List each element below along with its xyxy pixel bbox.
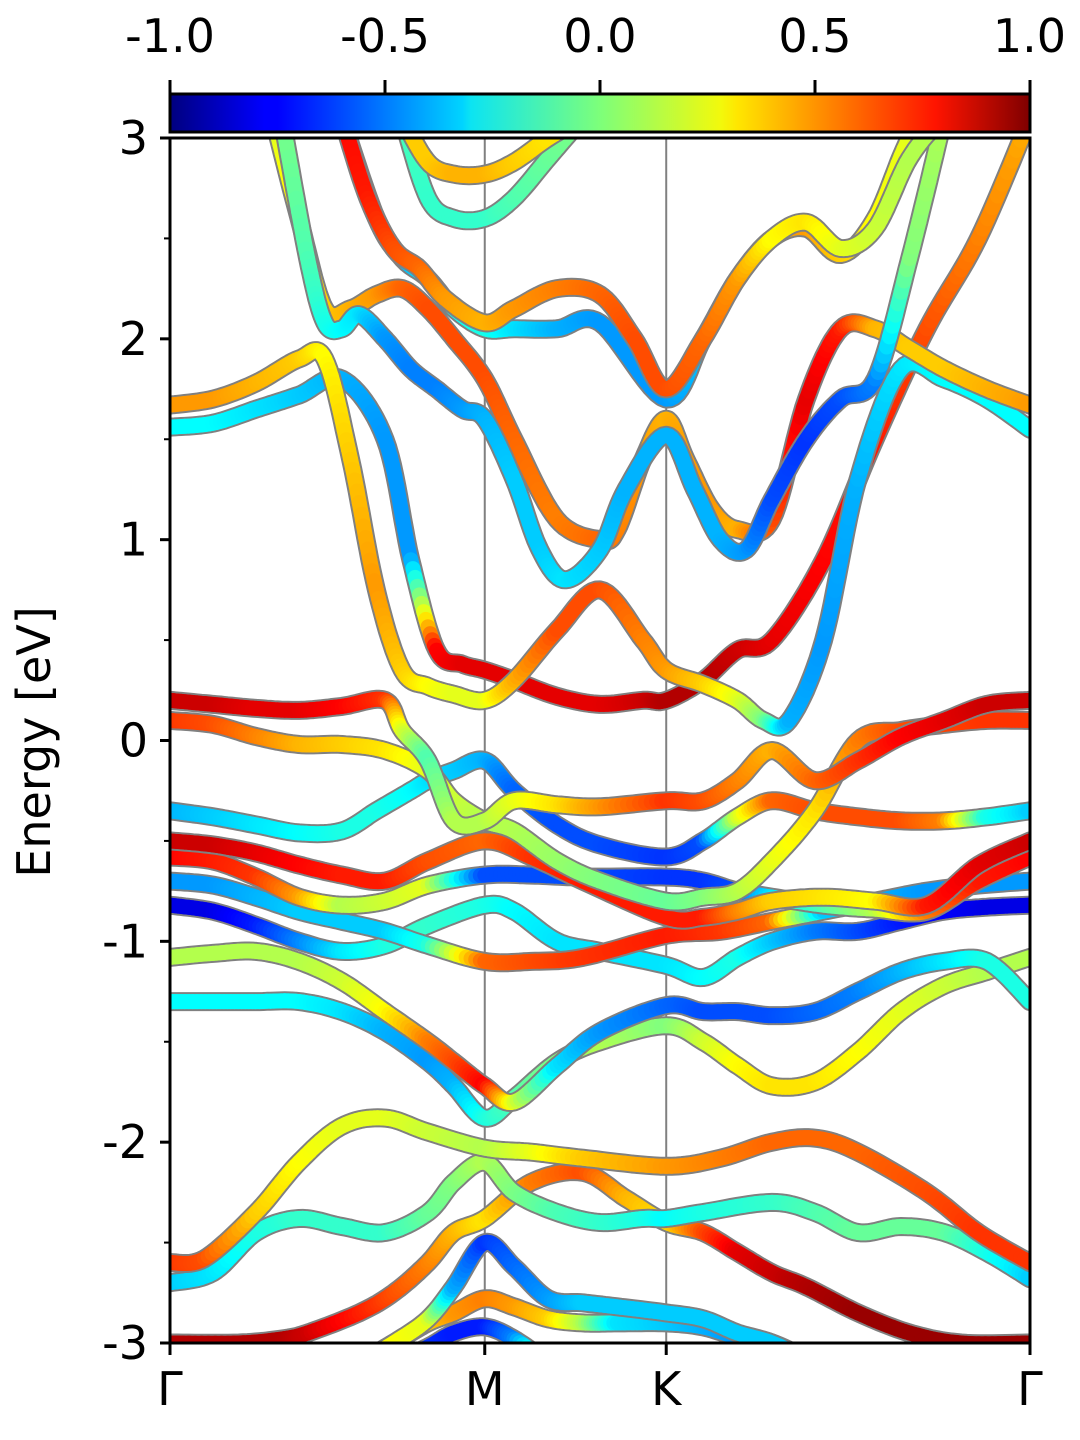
colorbar-tick-label: -1.0 bbox=[125, 9, 215, 63]
band-segment bbox=[796, 1354, 800, 1356]
band-segment bbox=[361, 1361, 363, 1362]
band-segment bbox=[810, 1361, 813, 1362]
band-segment bbox=[379, 1341, 389, 1343]
band-line bbox=[170, 831, 1030, 930]
band-segment bbox=[423, 1337, 441, 1343]
band-line bbox=[170, 1152, 1030, 1293]
band-segment bbox=[768, 1336, 787, 1343]
band-segment bbox=[421, 1338, 438, 1343]
band-segment bbox=[365, 1358, 368, 1360]
colorbar-gradient bbox=[168, 92, 1032, 134]
band-segment bbox=[363, 1360, 366, 1361]
band-segment bbox=[368, 1356, 371, 1358]
band-segment bbox=[359, 1362, 361, 1363]
band-segment bbox=[381, 1337, 398, 1343]
band-line bbox=[170, 341, 1030, 737]
band-segment bbox=[792, 1352, 796, 1354]
band-segment bbox=[368, 1356, 371, 1358]
band-segment bbox=[397, 1360, 400, 1361]
colorbar-ticks: -1.0 -0.5 0.0 0.5 1.0 bbox=[125, 9, 1066, 94]
band-segment bbox=[361, 1361, 363, 1362]
band-segment bbox=[813, 1362, 815, 1363]
band-segment bbox=[380, 1337, 398, 1343]
band-segment bbox=[416, 1351, 419, 1353]
band-segment bbox=[772, 1338, 789, 1343]
band-line bbox=[275, 138, 949, 590]
colorbar-tick-label: 0.5 bbox=[778, 9, 851, 63]
band-segment bbox=[804, 1357, 808, 1359]
band-segment bbox=[371, 1354, 374, 1356]
band-segment bbox=[544, 138, 561, 144]
band-segment bbox=[800, 1356, 804, 1358]
band-segment bbox=[796, 1353, 800, 1355]
band-segment bbox=[807, 1359, 810, 1361]
band-segment bbox=[371, 1355, 374, 1357]
band-line bbox=[359, 1232, 815, 1363]
colorbar-tick-label: 0.0 bbox=[563, 9, 636, 63]
band-segment bbox=[810, 1361, 813, 1362]
band-segment bbox=[800, 1355, 804, 1357]
colorbar-tick-label: 1.0 bbox=[993, 9, 1066, 63]
colorbar-tick-label: -0.5 bbox=[340, 9, 430, 63]
bands bbox=[170, 138, 1030, 1363]
band-segment bbox=[419, 1340, 431, 1343]
band-segment bbox=[365, 1358, 368, 1360]
band-segment bbox=[374, 1353, 377, 1355]
band-segment bbox=[379, 1339, 395, 1343]
band-segment bbox=[783, 1341, 792, 1343]
band-segment bbox=[379, 1339, 394, 1343]
band-line bbox=[170, 941, 1030, 1112]
band-segment bbox=[804, 1358, 808, 1360]
band-segment bbox=[413, 1353, 416, 1355]
band-segment bbox=[784, 1342, 791, 1343]
band-segment bbox=[419, 1339, 435, 1343]
band-segment bbox=[380, 1342, 382, 1343]
band-segment bbox=[419, 1342, 426, 1343]
band-segment bbox=[359, 1362, 361, 1363]
band-segment bbox=[777, 1340, 791, 1343]
band-segment bbox=[409, 1354, 412, 1356]
band-segment bbox=[406, 1356, 409, 1358]
band-segment bbox=[374, 1352, 377, 1354]
band-segment bbox=[792, 1351, 796, 1353]
band-segment bbox=[777, 1340, 792, 1343]
band-line bbox=[170, 1108, 1030, 1273]
band-segment bbox=[394, 1362, 396, 1363]
band-segment bbox=[807, 1359, 810, 1361]
band-segment bbox=[378, 1341, 390, 1343]
band-segment bbox=[772, 1338, 790, 1343]
band-segment bbox=[813, 1362, 815, 1363]
band-line bbox=[402, 138, 567, 186]
band-line bbox=[170, 689, 1030, 836]
band-segment bbox=[400, 1359, 403, 1360]
band-segment bbox=[403, 1357, 406, 1358]
band-line bbox=[338, 138, 937, 399]
colorbar: -1.0 -0.5 0.0 0.5 1.0 bbox=[125, 9, 1066, 134]
band-segment bbox=[363, 1360, 366, 1361]
band-segment bbox=[395, 1361, 397, 1362]
band-segment bbox=[378, 1351, 381, 1353]
